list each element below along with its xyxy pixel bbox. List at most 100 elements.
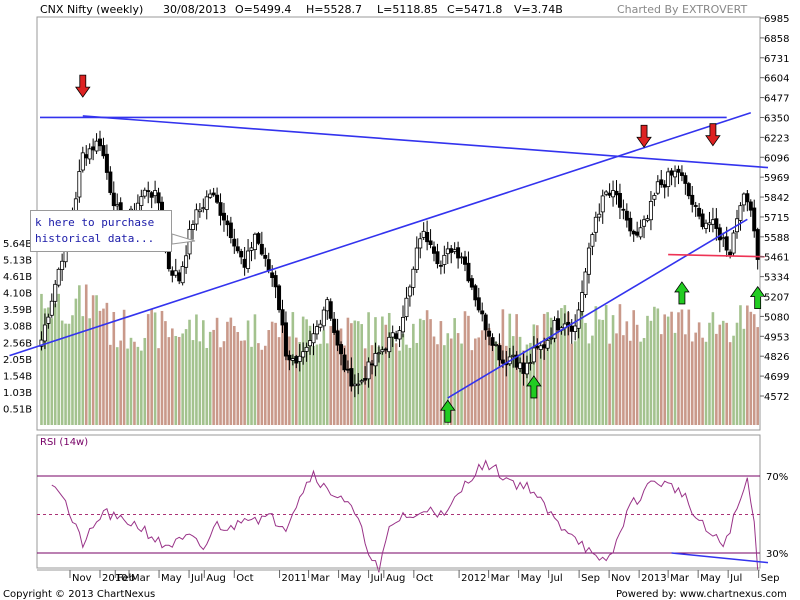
time-tick-label: 2010: [102, 573, 127, 584]
candle-body: [228, 222, 233, 239]
volume-bar: [181, 333, 184, 425]
volume-bar: [525, 344, 529, 425]
price-tick-label: 4699: [764, 372, 789, 383]
volume-bar: [136, 346, 140, 425]
volume-bars: [40, 284, 759, 425]
candle-body: [462, 256, 467, 265]
candle-body: [91, 146, 96, 151]
candle-body: [731, 232, 736, 254]
candle-body: [39, 339, 44, 347]
volume-bar: [305, 319, 308, 425]
volume-bar: [294, 337, 298, 425]
candle-body: [342, 354, 347, 371]
time-tick-label: Oct: [416, 573, 433, 584]
candle-body: [242, 258, 247, 268]
candle-body: [352, 383, 357, 387]
close-value: C=5471.8: [447, 3, 502, 16]
volume-bar: [394, 343, 398, 425]
volume-bar: [580, 306, 584, 425]
volume-bar: [212, 329, 215, 425]
volume-bar: [511, 336, 515, 425]
candle-body: [197, 209, 202, 213]
volume-bar: [377, 346, 381, 425]
price-tick-label: 4953: [764, 332, 789, 343]
volume-bar: [718, 324, 722, 425]
candle-body: [149, 192, 154, 198]
candle-body: [445, 248, 450, 255]
candle-body: [194, 209, 199, 225]
trendline: [447, 218, 748, 399]
sell-arrow-icon: [705, 123, 721, 147]
candle-body: [707, 222, 712, 226]
volume-bar: [446, 333, 450, 425]
candle-body: [115, 204, 120, 207]
volume-bar: [222, 341, 226, 425]
candle-body: [724, 236, 729, 251]
volume-bar: [456, 333, 460, 425]
candle-body: [411, 268, 416, 288]
volume-bar: [325, 343, 329, 425]
volume-bar: [436, 344, 439, 425]
sell-arrow-icon: [75, 74, 91, 98]
volume-bar: [67, 323, 71, 425]
volume-bar: [239, 340, 243, 425]
candle-body: [297, 355, 302, 362]
candle-body: [418, 238, 423, 249]
candle-body: [425, 232, 430, 243]
volume-bar: [250, 346, 253, 425]
candle-body: [607, 192, 612, 196]
candle-body: [339, 344, 344, 355]
volume-bar: [336, 329, 339, 425]
candle-body: [438, 264, 443, 267]
price-tick-label: 5080: [764, 312, 789, 323]
candle-body: [531, 347, 536, 363]
volume-tick-label: 1.03B: [3, 388, 32, 399]
volume-bar: [370, 345, 374, 425]
candle-body: [390, 332, 395, 338]
volume-bar: [40, 293, 43, 425]
volume-bar: [570, 343, 574, 425]
volume-bar: [95, 295, 98, 425]
volume-bar: [270, 321, 274, 425]
volume-bar: [405, 344, 408, 425]
volume-bar: [281, 318, 284, 425]
candle-body: [80, 152, 85, 171]
volume-bar: [205, 347, 209, 425]
purchase-data-callout[interactable]: k here to purchase historical data...: [30, 210, 172, 252]
volume-bar: [470, 350, 474, 425]
volume-bar: [284, 343, 288, 425]
candle-body: [211, 192, 216, 196]
candle-body: [287, 354, 292, 361]
rsi-trendline: [671, 552, 769, 564]
trendlines: [9, 112, 769, 399]
candle-body: [604, 191, 609, 195]
candle-body: [335, 330, 340, 346]
time-tick-label: Aug: [386, 573, 406, 584]
rsi-line: [51, 459, 759, 573]
candle-body: [146, 190, 151, 192]
price-tick-label: 6985: [764, 14, 789, 25]
candle-body: [215, 194, 220, 203]
candle-body: [301, 351, 306, 358]
volume-bar: [577, 317, 580, 425]
candle-body: [246, 250, 251, 269]
candle-body: [104, 153, 109, 173]
candle-body: [473, 285, 478, 301]
high-value: H=5528.7: [306, 3, 362, 16]
time-tick-label: Jul: [190, 573, 203, 584]
volume-bar: [215, 317, 219, 425]
candle-body: [597, 213, 602, 218]
volume-bar: [573, 341, 577, 425]
time-tick-label: Sep: [761, 573, 780, 584]
candle-body: [469, 278, 474, 288]
candle-body: [170, 270, 175, 276]
volume-bar: [749, 311, 753, 425]
candle-body: [42, 324, 47, 342]
candle-body: [628, 217, 633, 232]
candle-body: [407, 286, 412, 297]
candle-body: [314, 326, 319, 335]
volume-bar: [646, 315, 649, 425]
volume-bar: [126, 348, 129, 425]
powered-by-text[interactable]: Powered by: www.chartnexus.com: [616, 589, 787, 600]
